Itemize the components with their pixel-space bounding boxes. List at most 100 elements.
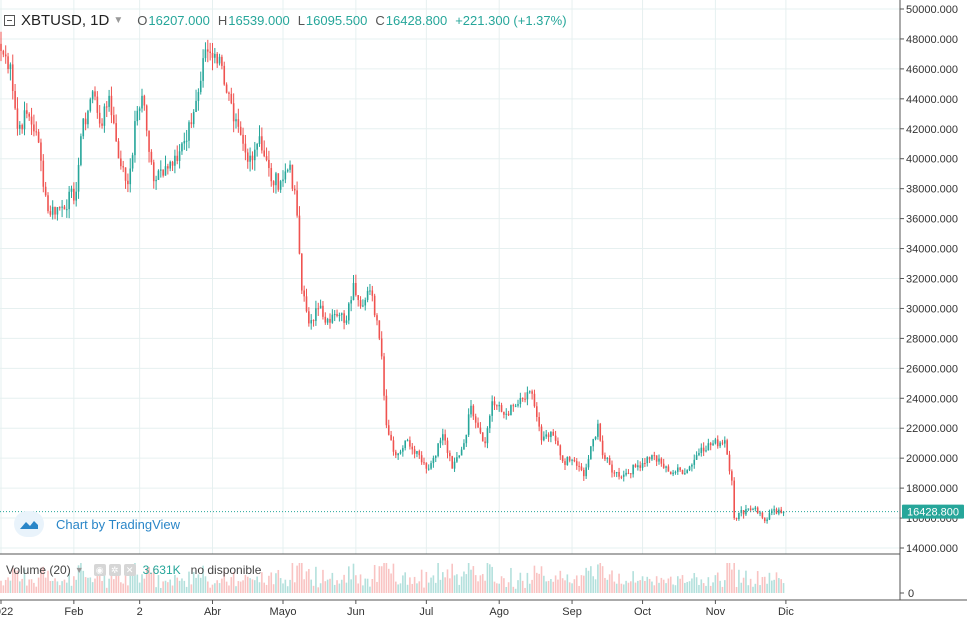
chart-grid [0, 0, 900, 554]
volume-bar [512, 586, 515, 593]
volume-bar [460, 576, 463, 593]
eye-icon[interactable]: ◉ [93, 564, 106, 576]
volume-bar [120, 582, 122, 593]
volume-bar [378, 566, 381, 593]
candle-body [162, 169, 164, 176]
candle-body [705, 450, 707, 452]
volume-bar [312, 585, 315, 593]
candle-body [176, 155, 179, 161]
volume-bar [700, 579, 703, 593]
candle-body [726, 440, 728, 455]
chevron-down-icon[interactable]: ▼ [113, 14, 124, 26]
volume-bar [702, 583, 705, 593]
close-icon[interactable]: ✕ [123, 564, 136, 576]
candle-body [249, 155, 251, 162]
volume-bar [298, 563, 301, 593]
candle-body [51, 206, 54, 215]
volume-bar [724, 580, 726, 593]
volume-bar [484, 580, 486, 593]
candle-body [101, 123, 103, 126]
candle-body [387, 425, 390, 435]
volume-bar [637, 580, 639, 593]
candle-body [237, 119, 240, 127]
candle-body [0, 43, 2, 51]
candle-body [533, 393, 536, 407]
volume-bar [430, 577, 432, 593]
chevron-down-icon[interactable]: ▼ [74, 565, 84, 575]
candle-body [261, 136, 263, 151]
volume-bar [188, 571, 190, 593]
volume-bar [456, 574, 458, 593]
low-value: 16095.500 [305, 12, 368, 28]
candle-body [56, 207, 59, 215]
candle-body [308, 311, 310, 324]
price-tag-label: 16428.800 [907, 507, 959, 519]
candle-body [632, 464, 634, 475]
volume-bar [272, 584, 275, 593]
candle-body [397, 453, 399, 456]
candle-body [155, 179, 157, 182]
volume-bar [84, 577, 87, 593]
candle-body [465, 434, 468, 444]
candle-body [402, 448, 404, 452]
volume-bar [611, 570, 613, 593]
volume-bar [249, 578, 251, 593]
volume-bar [329, 578, 331, 593]
collapse-legend-icon[interactable] [4, 14, 15, 26]
volume-bar [543, 575, 545, 593]
candle-body [728, 454, 731, 472]
volume-bar [223, 570, 226, 593]
volume-bar [359, 574, 362, 593]
candle-body [735, 518, 738, 520]
volume-bar [705, 585, 707, 593]
volume-bar [580, 575, 583, 593]
volume-bar [533, 565, 536, 593]
candle-body [345, 320, 348, 323]
volume-bar [698, 584, 700, 593]
price-tick-label: 18000.000 [906, 483, 958, 495]
open-label: O [137, 12, 148, 28]
price-tick-label: 32000.000 [906, 274, 958, 286]
candle-body [209, 51, 211, 53]
candle-body [611, 464, 613, 473]
volume-bar [780, 579, 782, 593]
volume-bar [578, 585, 580, 593]
candle-body [37, 131, 40, 143]
candle-body [305, 296, 308, 312]
volume-bar [258, 582, 261, 593]
candle-body [778, 509, 780, 514]
candle-body [634, 464, 637, 468]
candle-body [479, 427, 482, 433]
volume-bar [44, 577, 47, 593]
candle-body [207, 49, 209, 52]
volume-bar [141, 574, 143, 593]
volume-bar [496, 583, 498, 593]
volume-bar [545, 581, 547, 593]
volume-bar [0, 580, 2, 593]
volume-bar [89, 577, 92, 593]
volume-bar [21, 578, 23, 593]
volume-bar [338, 583, 341, 593]
gear-icon[interactable]: ✲ [108, 564, 121, 576]
candle-body [615, 472, 618, 474]
candle-body [763, 517, 766, 522]
volume-bar [124, 574, 127, 593]
volume-title[interactable]: Volume (20) [6, 563, 71, 577]
volume-bar [444, 577, 446, 593]
candle-body [573, 459, 576, 462]
candle-body [665, 466, 667, 468]
tradingview-branding[interactable]: Chart by TradingView [14, 510, 180, 538]
time-axis: 2022 Feb 2 Abr Mayo Jun Jul Ago Sep Oct Nov Dic [0, 600, 794, 618]
volume-bar [754, 583, 757, 593]
candle-body [225, 84, 228, 93]
volume-bar [655, 576, 658, 593]
candle-body [766, 519, 768, 522]
volume-bar [282, 583, 284, 593]
volume-bar [749, 578, 752, 593]
volume-bar [709, 585, 712, 593]
symbol-title[interactable]: XBTUSD, 1D [21, 11, 110, 29]
volume-bar [343, 574, 345, 593]
volume-bar [557, 579, 559, 593]
candle-body [597, 423, 599, 437]
